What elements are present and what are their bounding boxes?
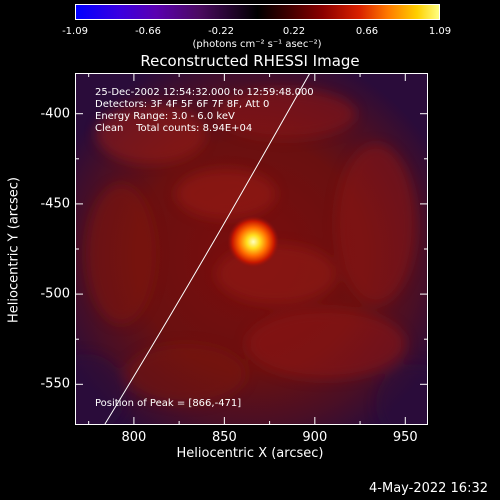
y-tick-label: -400 bbox=[40, 106, 70, 122]
colorbar-tick-label: 1.09 bbox=[428, 26, 452, 37]
info-energy-range: Energy Range: 3.0 - 6.0 keV bbox=[95, 111, 235, 122]
x-tick-label: 850 bbox=[211, 430, 237, 445]
info-clean-counts: Clean Total counts: 8.94E+04 bbox=[95, 123, 253, 134]
peak-position-label: Position of Peak = [866,-471] bbox=[95, 398, 242, 409]
colorbar-tick-label: -0.66 bbox=[135, 26, 161, 37]
flare-peak bbox=[227, 215, 280, 268]
info-detectors: Detectors: 3F 4F 5F 6F 7F 8F, Att 0 bbox=[95, 99, 270, 110]
heatmap-plot bbox=[75, 73, 428, 425]
colorbar-tick-label: -0.22 bbox=[208, 26, 234, 37]
x-tick-label: 950 bbox=[392, 430, 418, 445]
colorbar-tick-label: 0.66 bbox=[355, 26, 379, 37]
info-time-range: 25-Dec-2002 12:54:32.000 to 12:59:48.000 bbox=[95, 87, 314, 98]
axis-ticks bbox=[76, 74, 427, 424]
heatmap-canvas bbox=[76, 74, 427, 424]
colorbar bbox=[75, 4, 440, 20]
plot-title: Reconstructed RHESSI Image bbox=[140, 52, 360, 70]
colorbar-tick-label: -1.09 bbox=[62, 26, 88, 37]
colorbar-tick-label: 0.22 bbox=[282, 26, 306, 37]
y-tick-label: -450 bbox=[40, 196, 70, 212]
flare-peak-blob bbox=[227, 215, 280, 268]
footer-timestamp: 4-May-2022 16:32 bbox=[369, 481, 488, 496]
x-tick-label: 900 bbox=[302, 430, 328, 445]
solar-limb-line bbox=[104, 74, 310, 424]
y-axis-label: Heliocentric Y (arcsec) bbox=[6, 177, 22, 323]
y-tick-label: -500 bbox=[40, 286, 70, 302]
y-tick-label: -550 bbox=[40, 376, 70, 392]
x-tick-label: 800 bbox=[121, 430, 147, 445]
x-axis-label: Heliocentric X (arcsec) bbox=[176, 446, 324, 461]
colorbar-units: (photons cm⁻² s⁻¹ asec⁻²) bbox=[192, 39, 322, 50]
